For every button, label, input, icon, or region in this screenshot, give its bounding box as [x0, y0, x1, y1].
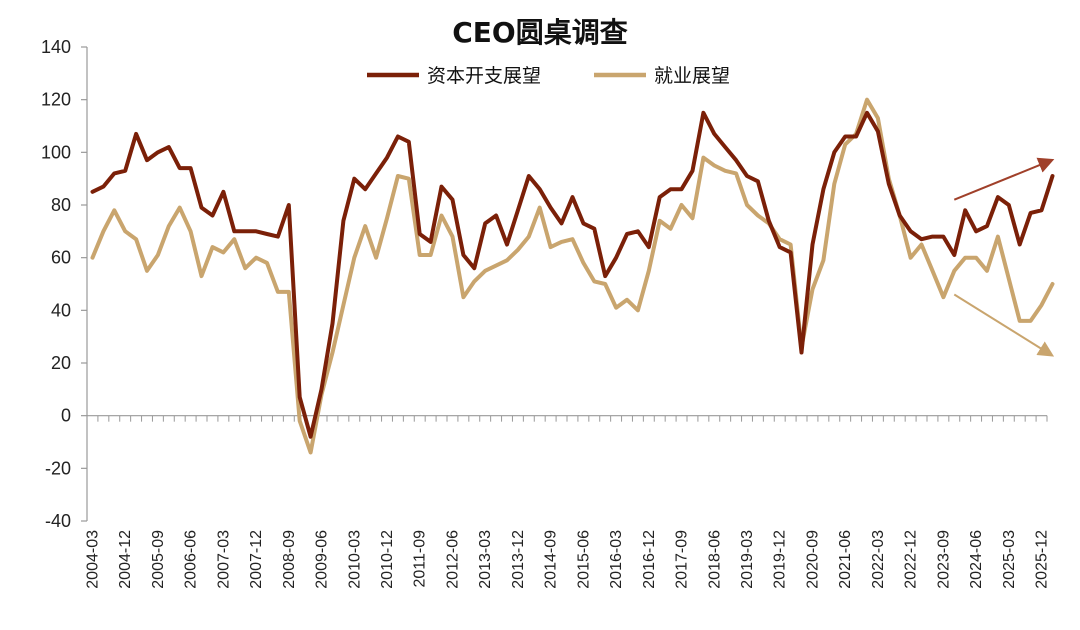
- x-tick-label: 2012-06: [444, 530, 461, 589]
- y-tick-label: 100: [41, 142, 71, 162]
- legend-label: 资本开支展望: [427, 65, 541, 87]
- x-tick-label: 2010-12: [379, 530, 396, 589]
- x-tick-label: 2004-03: [84, 530, 101, 589]
- x-tick-label: 2019-12: [772, 530, 789, 589]
- legend: 资本开支展望 就业展望: [367, 65, 730, 87]
- x-tick-label: 2010-03: [346, 530, 363, 589]
- series-line-employment: [90, 97, 1055, 455]
- x-tick-label: 2023-09: [935, 530, 952, 589]
- x-tick-label: 2009-06: [314, 530, 331, 589]
- y-tick-label: -20: [45, 458, 71, 478]
- y-tick-label: 60: [51, 248, 71, 268]
- x-tick-label: 2016-12: [641, 530, 658, 589]
- x-tick-label: 2018-06: [706, 530, 723, 589]
- axes: -40 -20 0 20 40 60 80 100 120 140 2004-03 2004-12 20…: [41, 37, 1051, 589]
- x-tick-label: 2015-06: [575, 530, 592, 589]
- y-tick-label: 80: [51, 195, 71, 215]
- x-tick-label: 2017-09: [674, 530, 691, 589]
- x-tick-label: 2008-09: [281, 530, 298, 589]
- x-tick-label: 2011-09: [412, 530, 429, 588]
- y-tick-label: 0: [61, 406, 71, 426]
- y-tick-label: 140: [41, 37, 71, 57]
- x-tick-label: 2004-12: [117, 530, 134, 589]
- x-tick-label: 2024-06: [968, 530, 985, 589]
- trend-arrow: [953, 157, 1055, 201]
- x-tick-label: 2025-03: [1001, 530, 1018, 589]
- x-tick-label: 2025-12: [1034, 530, 1051, 589]
- x-tick-label: 2013-12: [510, 530, 527, 589]
- series-group: [90, 97, 1055, 455]
- x-tick-label: 2007-03: [215, 530, 232, 589]
- trend-arrow: [953, 293, 1055, 357]
- y-tick-label: 120: [41, 90, 71, 110]
- y-tick-label: -40: [45, 511, 71, 531]
- series-line-capex: [90, 110, 1055, 439]
- x-tick-label: 2020-09: [804, 530, 821, 589]
- x-tick-label: 2005-09: [150, 530, 167, 589]
- x-tick-label: 2014-09: [543, 530, 560, 589]
- x-tick-label: 2016-03: [608, 530, 625, 589]
- y-tick-label: 40: [51, 300, 71, 320]
- x-tick-label: 2013-03: [477, 530, 494, 589]
- annotations: [953, 157, 1055, 357]
- x-tick-label: 2007-12: [248, 530, 265, 589]
- x-tick-label: 2021-06: [837, 530, 854, 589]
- legend-label: 就业展望: [654, 65, 730, 87]
- chart-title: CEO圆桌调查: [452, 16, 627, 49]
- x-tick-label: 2006-06: [183, 530, 200, 589]
- x-tick-label: 2022-12: [903, 530, 920, 589]
- x-tick-label: 2019-03: [739, 530, 756, 589]
- y-tick-label: 20: [51, 353, 71, 373]
- x-tick-label: 2022-03: [870, 530, 887, 589]
